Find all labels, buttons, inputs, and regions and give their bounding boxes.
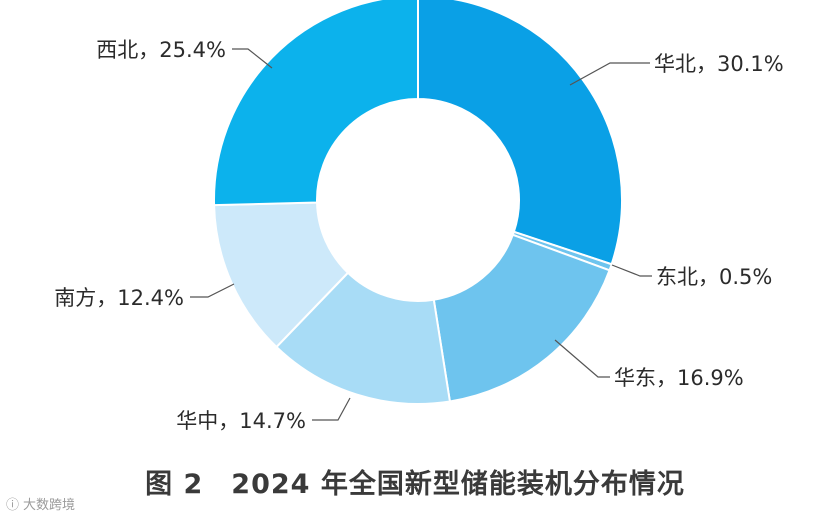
slice-label-南方: 南方，12.4%: [54, 286, 184, 310]
slice-label-华中: 华中，14.7%: [176, 409, 306, 433]
slice-label-西北: 西北，25.4%: [96, 38, 226, 62]
leader-line-东北: [611, 264, 652, 277]
leader-line-华中: [312, 397, 351, 421]
slice-华北: [417, 0, 623, 266]
figure-caption: 图 2 2024 年全国新型储能装机分布情况: [145, 469, 685, 500]
slice-label-东北: 东北，0.5%: [656, 265, 772, 289]
watermark-text: 大数跨境: [23, 498, 76, 513]
leader-line-华北: [569, 62, 650, 86]
slice-西北: [213, 0, 419, 207]
chart-svg: 华北，30.1% 东北，0.5% 华东，16.9% 华中，14.7% 南方，12.4% 西…: [54, 0, 784, 433]
leader-line-华东: [554, 339, 610, 378]
leader-line-西北: [232, 48, 273, 69]
slice-华东: [432, 233, 611, 403]
leader-line-南方: [190, 283, 235, 298]
slice-label-华东: 华东，16.9%: [614, 366, 744, 390]
watermark: ⓘ 大数跨境: [6, 494, 75, 513]
watermark-logo-icon: ⓘ: [6, 498, 20, 513]
slice-label-华北: 华北，30.1%: [654, 52, 784, 76]
